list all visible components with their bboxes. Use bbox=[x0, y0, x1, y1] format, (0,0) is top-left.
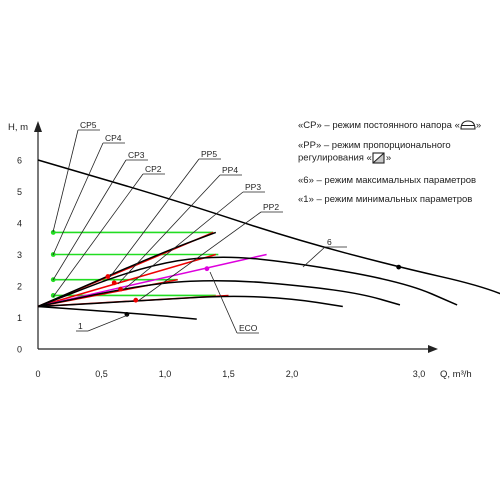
curve-label-1: 1 bbox=[78, 321, 83, 331]
y-tick-label-4: 4 bbox=[17, 219, 22, 229]
legend-cp-close: » bbox=[475, 120, 482, 132]
x-tick-label: 3,0 bbox=[413, 369, 426, 379]
leader-CP3 bbox=[52, 159, 127, 281]
data-point-0 bbox=[50, 230, 56, 235]
y-tick-label-2: 2 bbox=[17, 282, 22, 292]
curve-label-6: 6 bbox=[327, 237, 332, 247]
legend-cp-text: «CP» – режим постоянного напора « bbox=[298, 120, 460, 132]
legend-max: «6» – режим максимальных параметров bbox=[298, 175, 476, 187]
x-tick-label: 0 bbox=[35, 369, 40, 379]
data-point-6 bbox=[118, 286, 123, 292]
series-line-PP2 bbox=[37, 295, 343, 308]
leader-PP4 bbox=[117, 174, 221, 285]
legend-pp-text: «PP» – режим пропорционального bbox=[298, 140, 451, 151]
curve-label-PP4: PP4 bbox=[222, 165, 238, 175]
y-tick-label-3: 3 bbox=[17, 250, 22, 260]
leader-PP2 bbox=[137, 211, 262, 302]
x-tick-label: 1,5 bbox=[222, 369, 235, 379]
leader-ECO bbox=[209, 271, 238, 334]
series-line-PP3 bbox=[37, 280, 401, 308]
series-line-red2 bbox=[37, 253, 217, 308]
y-tick-label-1: 1 bbox=[17, 313, 22, 323]
cp-mode-icon bbox=[460, 120, 476, 130]
leader-CP5 bbox=[52, 129, 79, 233]
y-tick-label-5: 5 bbox=[17, 187, 22, 197]
data-point-7 bbox=[133, 297, 139, 303]
curve-label-CP4: CP4 bbox=[105, 133, 122, 143]
legend-max-text: «6» – режим максимальных параметров bbox=[298, 175, 477, 186]
curve-label-CP3: CP3 bbox=[128, 150, 145, 160]
curve-label-PP3: PP3 bbox=[245, 182, 261, 192]
curve-label-PP5: PP5 bbox=[201, 149, 217, 159]
leader-PP3 bbox=[122, 191, 244, 291]
x-tick-label: 1,0 bbox=[159, 369, 172, 379]
x-axis-title: Q, m³/h bbox=[440, 369, 472, 380]
data-point-4 bbox=[105, 274, 111, 279]
y-axis-title: H, m bbox=[8, 122, 28, 133]
leader-CP4 bbox=[52, 142, 104, 256]
legend-min-text: «1» – режим минимальных параметров bbox=[298, 194, 473, 205]
y-tick-label-0: 0 bbox=[17, 345, 22, 355]
data-point-3 bbox=[50, 293, 56, 298]
x-tick-label: 0,5 bbox=[95, 369, 108, 379]
leader-CP2 bbox=[52, 173, 144, 298]
leader-1 bbox=[87, 314, 129, 332]
curve-label-ECO: ECO bbox=[239, 323, 258, 333]
y-tick-label-6: 6 bbox=[17, 156, 22, 166]
data-point-9 bbox=[396, 264, 402, 270]
legend-pp-2: регулирования « » bbox=[298, 152, 391, 165]
curve-label-CP2: CP2 bbox=[145, 164, 162, 174]
x-axis-arrow bbox=[428, 345, 438, 353]
leader-PP5 bbox=[109, 158, 200, 278]
series-line-6 bbox=[37, 159, 500, 295]
data-point-5 bbox=[111, 280, 117, 286]
legend-pp: «PP» – режим пропорционального bbox=[298, 140, 451, 152]
leader-6 bbox=[302, 246, 326, 268]
legend-pp-close: » bbox=[385, 152, 392, 164]
x-tick-label: 2,0 bbox=[286, 369, 299, 379]
curve-label-PP2: PP2 bbox=[263, 202, 279, 212]
y-axis-arrow bbox=[34, 121, 42, 132]
legend-cp: «CP» – режим постоянного напора « » bbox=[298, 120, 481, 132]
pp-mode-icon bbox=[372, 152, 385, 164]
data-point-8 bbox=[204, 266, 210, 272]
series-line-PP4 bbox=[37, 256, 458, 308]
series-line-1 bbox=[37, 305, 197, 320]
legend-min: «1» – режим минимальных параметров bbox=[298, 194, 472, 206]
legend-pp-text-2: регулирования « bbox=[298, 152, 372, 164]
curve-label-CP5: CP5 bbox=[80, 120, 97, 130]
